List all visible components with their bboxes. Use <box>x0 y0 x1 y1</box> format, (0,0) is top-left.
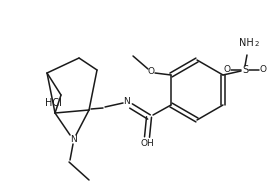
Text: O: O <box>148 68 155 76</box>
Text: OH: OH <box>140 140 154 148</box>
Text: O: O <box>260 65 267 74</box>
Text: N: N <box>123 97 129 107</box>
Text: HCl: HCl <box>45 98 62 108</box>
Text: NH: NH <box>239 38 253 48</box>
Text: S: S <box>242 65 248 75</box>
Text: N: N <box>70 135 76 145</box>
Text: O: O <box>223 65 230 74</box>
Text: 2: 2 <box>255 41 259 47</box>
